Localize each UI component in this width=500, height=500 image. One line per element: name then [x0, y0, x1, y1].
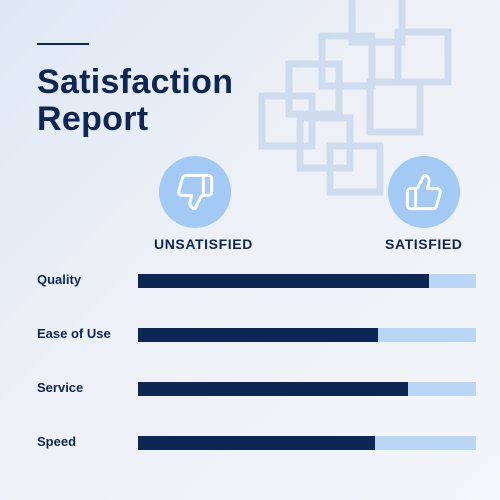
thumbs-up-icon	[405, 173, 442, 211]
page-title: Satisfaction Report	[37, 64, 233, 138]
bar-row-quality: Quality	[0, 273, 500, 293]
bar-row-service: Service	[0, 381, 500, 401]
bar-label-speed: Speed	[37, 434, 77, 449]
title-rule	[37, 43, 89, 45]
bar-quality	[138, 274, 429, 288]
unsatisfied-label: UNSATISFIED	[154, 236, 253, 252]
title-line-2: Report	[37, 100, 149, 138]
bar-speed	[138, 436, 375, 450]
bar-label-quality: Quality	[37, 272, 82, 287]
bar-row-ease-of-use: Ease of Use	[0, 327, 500, 347]
bar-track-speed	[138, 436, 476, 450]
bar-track-quality	[138, 274, 476, 288]
bar-track-ease-of-use	[138, 328, 476, 342]
satisfied-badge	[388, 156, 460, 228]
bar-row-speed: Speed	[0, 435, 500, 455]
bar-service	[138, 382, 409, 396]
thumbs-down-icon	[177, 173, 214, 211]
bar-track-service	[138, 382, 476, 396]
title-line-1: Satisfaction	[37, 63, 234, 101]
satisfied-label: SATISFIED	[385, 236, 463, 252]
bar-ease-of-use	[138, 328, 378, 342]
bar-label-ease-of-use: Ease of Use	[37, 326, 111, 341]
unsatisfied-badge	[159, 156, 231, 228]
bar-label-service: Service	[37, 380, 84, 395]
